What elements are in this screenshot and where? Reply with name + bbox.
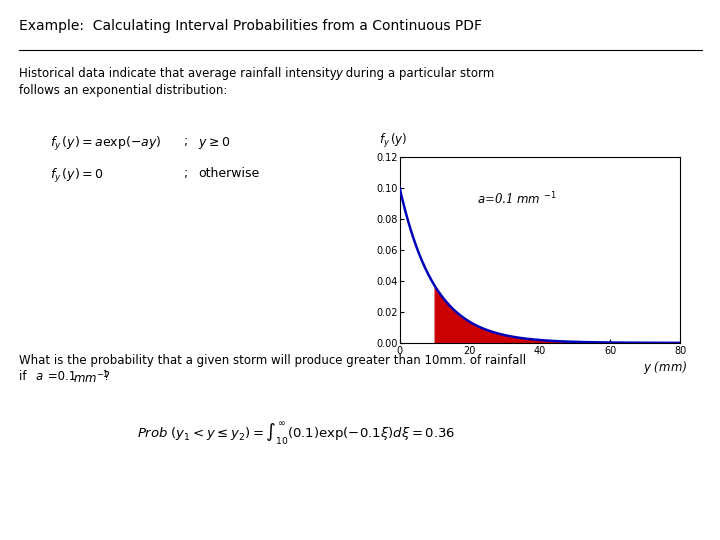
Text: ;: ;: [184, 135, 188, 148]
Text: during a particular storm: during a particular storm: [342, 68, 494, 80]
Text: ;: ;: [184, 167, 188, 180]
Text: y: y: [335, 68, 342, 80]
Text: =0.1: =0.1: [44, 370, 80, 383]
Text: Historical data indicate that average rainfall intensity: Historical data indicate that average ra…: [19, 68, 341, 80]
Text: follows an exponential distribution:: follows an exponential distribution:: [19, 84, 228, 97]
Text: $y \geq 0$: $y \geq 0$: [198, 135, 230, 151]
Text: $a$=0.1 $mm$ $^{-1}$: $a$=0.1 $mm$ $^{-1}$: [477, 190, 557, 207]
Text: What is the probability that a given storm will produce greater than 10mm. of ra: What is the probability that a given sto…: [19, 354, 526, 367]
Text: $mm$$^{-1}$: $mm$$^{-1}$: [73, 370, 110, 387]
Text: $f_y\,(y) = a\exp(-ay)$: $f_y\,(y) = a\exp(-ay)$: [50, 135, 162, 153]
Text: $f_y\,(y) = 0$: $f_y\,(y) = 0$: [50, 167, 104, 185]
Text: if: if: [19, 370, 31, 383]
Text: $a$: $a$: [35, 370, 44, 383]
Text: $f_y\,(y)$: $f_y\,(y)$: [379, 132, 408, 150]
Text: otherwise: otherwise: [198, 167, 259, 180]
Text: Example:  Calculating Interval Probabilities from a Continuous PDF: Example: Calculating Interval Probabilit…: [19, 19, 482, 33]
Text: ?: ?: [100, 370, 110, 383]
Text: $Prob\;(y_1 < y \leq y_2) = \int_{10}^{\infty}(0.1)\exp(-0.1\xi)d\xi = 0.36$: $Prob\;(y_1 < y \leq y_2) = \int_{10}^{\…: [137, 421, 455, 448]
Text: $y$ ($mm$): $y$ ($mm$): [643, 359, 688, 375]
